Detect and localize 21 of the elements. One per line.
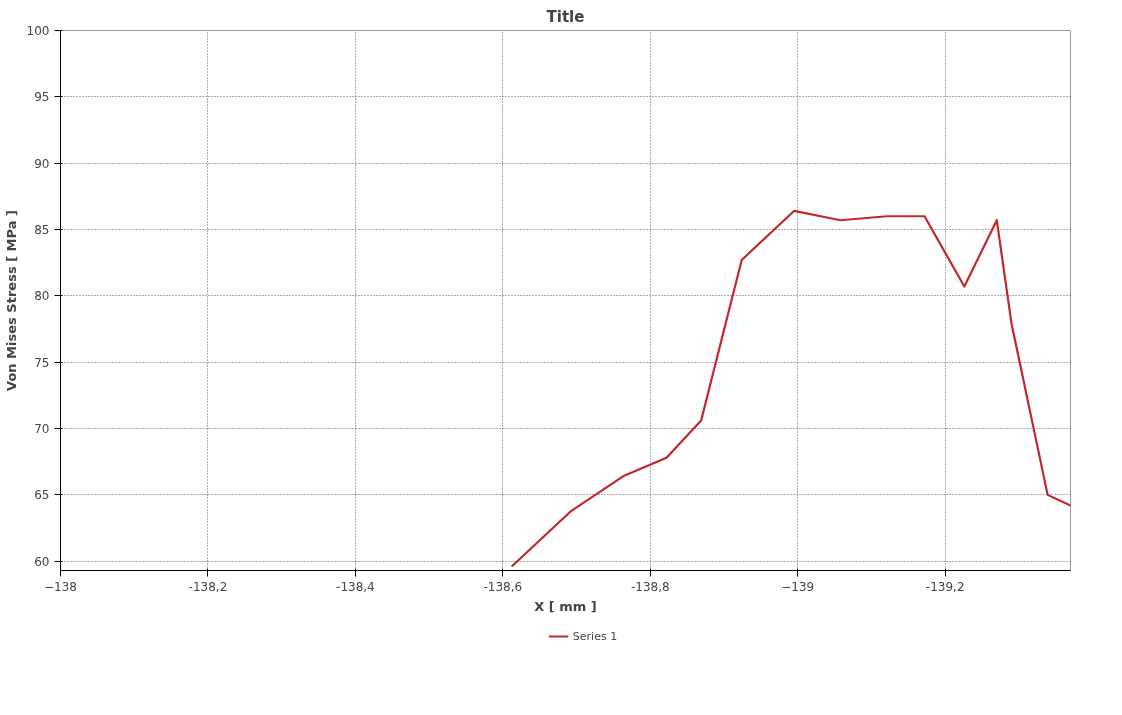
x-tick-label: −139	[781, 579, 815, 594]
y-tick-label: 80	[34, 289, 50, 304]
y-tick-label: 90	[34, 156, 50, 171]
y-tick-label: 60	[34, 554, 50, 569]
y-tick-label: 65	[34, 488, 50, 503]
x-tick-label: -138,8	[630, 579, 670, 594]
x-tick-label: -138,4	[336, 579, 375, 594]
x-tick-label: -138,2	[188, 579, 228, 594]
x-axis-title: X [ mm ]	[534, 598, 597, 614]
x-tick-label: −138	[44, 579, 77, 594]
y-tick-label: 100	[26, 24, 50, 38]
x-tick-label: -138,6	[483, 579, 523, 594]
y-axis-title: Von Mises Stress [ MPa ]	[3, 210, 19, 391]
line-series	[510, 209, 1071, 568]
y-tick-label: 70	[34, 422, 50, 437]
y-tick-label: 75	[34, 355, 50, 370]
y-tick-label: 85	[34, 223, 50, 238]
x-tick-label: -139,2	[925, 579, 965, 594]
legend-label: Series 1	[572, 629, 618, 643]
chart-title: Title	[546, 7, 585, 26]
y-tick-label: 95	[34, 90, 50, 105]
